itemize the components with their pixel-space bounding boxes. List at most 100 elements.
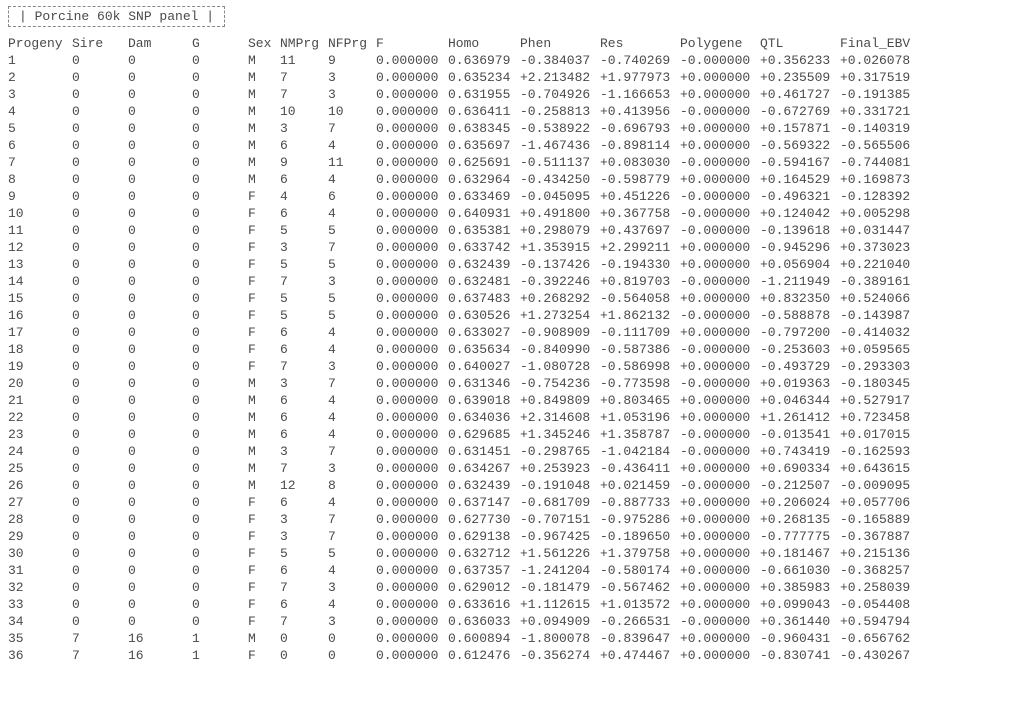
cell-progeny: 16 [8,307,72,324]
cell-res: -0.839647 [600,630,680,647]
cell-f: 0.000000 [376,52,448,69]
cell-final_ebv: -0.368257 [840,562,920,579]
cell-sire: 0 [72,426,128,443]
cell-phen: +0.849809 [520,392,600,409]
cell-phen: -0.181479 [520,579,600,596]
cell-nmprg: 6 [280,341,328,358]
cell-polygene: -0.000000 [680,341,760,358]
cell-final_ebv: +0.317519 [840,69,920,86]
cell-g: 0 [192,528,248,545]
cell-g: 0 [192,188,248,205]
cell-sex: M [248,392,280,409]
cell-nmprg: 0 [280,647,328,664]
cell-homo: 0.638345 [448,120,520,137]
cell-final_ebv: +0.215136 [840,545,920,562]
cell-qtl: -0.212507 [760,477,840,494]
cell-g: 0 [192,239,248,256]
cell-homo: 0.634036 [448,409,520,426]
cell-progeny: 1 [8,52,72,69]
cell-g: 0 [192,596,248,613]
cell-res: -0.898114 [600,137,680,154]
cell-sex: M [248,630,280,647]
cell-phen: +0.253923 [520,460,600,477]
cell-nmprg: 6 [280,562,328,579]
cell-f: 0.000000 [376,596,448,613]
cell-res: +0.437697 [600,222,680,239]
cell-dam: 16 [128,647,192,664]
cell-sire: 0 [72,494,128,511]
cell-nmprg: 3 [280,239,328,256]
cell-polygene: +0.000000 [680,324,760,341]
cell-sire: 0 [72,222,128,239]
cell-homo: 0.629685 [448,426,520,443]
cell-final_ebv: -0.191385 [840,86,920,103]
cell-res: +0.803465 [600,392,680,409]
col-header-nmprg: NMPrg [280,35,328,52]
cell-homo: 0.633616 [448,596,520,613]
cell-nfprg: 4 [328,137,376,154]
cell-nmprg: 11 [280,52,328,69]
cell-homo: 0.636033 [448,613,520,630]
cell-nfprg: 5 [328,545,376,562]
cell-f: 0.000000 [376,545,448,562]
cell-homo: 0.632439 [448,256,520,273]
cell-nmprg: 7 [280,460,328,477]
cell-progeny: 36 [8,647,72,664]
cell-g: 0 [192,426,248,443]
cell-f: 0.000000 [376,341,448,358]
cell-progeny: 20 [8,375,72,392]
cell-sire: 0 [72,103,128,120]
cell-dam: 0 [128,477,192,494]
cell-sex: F [248,528,280,545]
cell-sire: 0 [72,171,128,188]
cell-polygene: +0.000000 [680,358,760,375]
cell-sex: M [248,443,280,460]
cell-dam: 0 [128,562,192,579]
cell-sex: F [248,307,280,324]
cell-g: 0 [192,511,248,528]
cell-dam: 0 [128,358,192,375]
cell-homo: 0.640931 [448,205,520,222]
cell-nmprg: 3 [280,443,328,460]
table-row: 17000F640.0000000.633027-0.908909-0.1117… [8,324,920,341]
cell-nfprg: 3 [328,69,376,86]
cell-dam: 0 [128,52,192,69]
cell-final_ebv: -0.143987 [840,307,920,324]
cell-qtl: -0.496321 [760,188,840,205]
cell-g: 0 [192,562,248,579]
cell-g: 0 [192,52,248,69]
cell-res: -0.740269 [600,52,680,69]
cell-sex: F [248,358,280,375]
cell-phen: -0.681709 [520,494,600,511]
table-row: 24000M370.0000000.631451-0.298765-1.0421… [8,443,920,460]
cell-nfprg: 3 [328,273,376,290]
cell-final_ebv: +0.169873 [840,171,920,188]
cell-dam: 0 [128,528,192,545]
cell-g: 0 [192,358,248,375]
cell-nmprg: 3 [280,120,328,137]
cell-sire: 7 [72,647,128,664]
table-row: 26000M1280.0000000.632439-0.191048+0.021… [8,477,920,494]
cell-res: +1.013572 [600,596,680,613]
cell-nmprg: 5 [280,290,328,307]
col-header-sire: Sire [72,35,128,52]
cell-final_ebv: -0.140319 [840,120,920,137]
cell-f: 0.000000 [376,426,448,443]
cell-final_ebv: +0.594794 [840,613,920,630]
cell-phen: -0.511137 [520,154,600,171]
cell-phen: +1.345246 [520,426,600,443]
cell-polygene: +0.000000 [680,120,760,137]
cell-phen: -0.298765 [520,443,600,460]
table-row: 29000F370.0000000.629138-0.967425-0.1896… [8,528,920,545]
cell-homo: 0.600894 [448,630,520,647]
cell-g: 0 [192,494,248,511]
cell-res: -0.887733 [600,494,680,511]
cell-sire: 0 [72,392,128,409]
cell-nfprg: 4 [328,171,376,188]
cell-sex: M [248,52,280,69]
cell-sex: F [248,579,280,596]
cell-progeny: 4 [8,103,72,120]
cell-f: 0.000000 [376,494,448,511]
cell-g: 0 [192,256,248,273]
cell-nmprg: 5 [280,545,328,562]
